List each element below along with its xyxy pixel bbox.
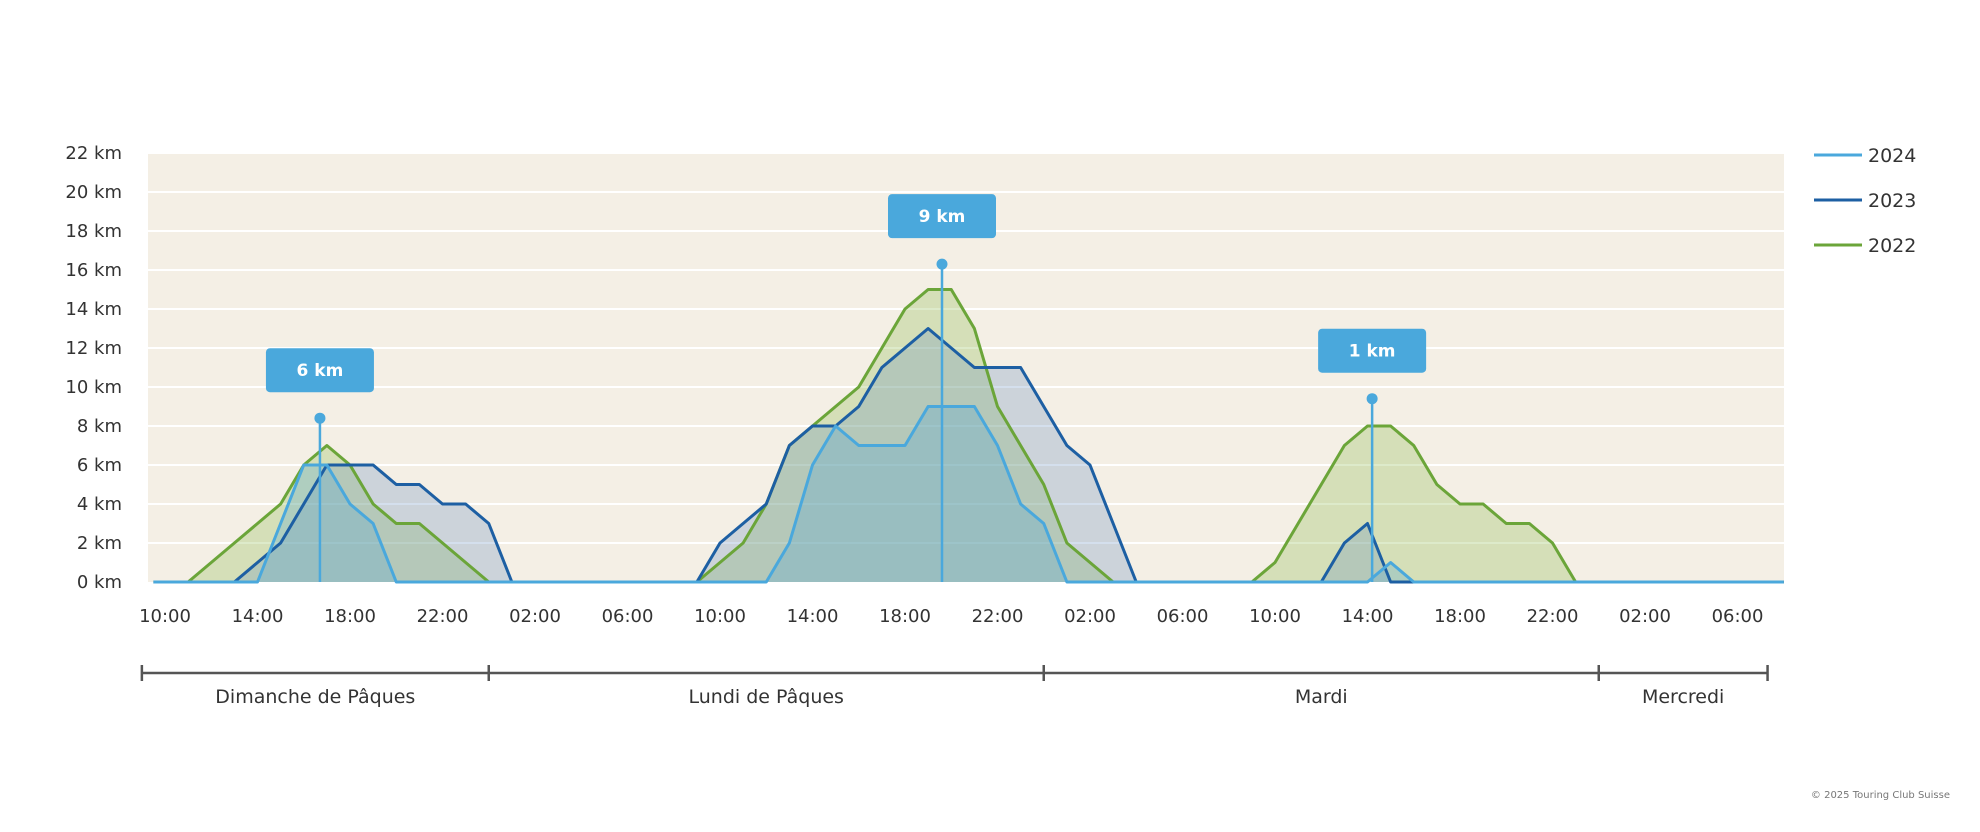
x-tick-label: 10:00 [1249, 606, 1301, 627]
annotation-label: 9 km [919, 207, 966, 227]
x-tick-label: 14:00 [1342, 606, 1394, 627]
x-tick-label: 22:00 [972, 606, 1024, 627]
y-tick-label: 22 km [65, 143, 122, 164]
x-tick-label: 10:00 [694, 606, 746, 627]
series-lines [153, 288, 1784, 584]
y-tick-label: 16 km [65, 260, 122, 281]
legend-label-2024: 2024 [1868, 145, 1916, 167]
y-axis-labels: 0 km 2 km 4 km 6 km 8 km 10 km 12 km 14 km 16 km… [65, 143, 122, 593]
x-tick-label: 22:00 [417, 606, 469, 627]
x-tick-label: 22:00 [1527, 606, 1579, 627]
y-tick-label: 10 km [65, 377, 122, 398]
x-tick-label: 06:00 [1712, 606, 1764, 627]
series-areas [153, 289, 1784, 582]
x-tick-label: 18:00 [879, 606, 931, 627]
y-tick-label: 20 km [65, 182, 122, 203]
x-tick-label: 14:00 [232, 606, 284, 627]
y-tick-label: 6 km [77, 455, 122, 476]
day-label: Mercredi [1642, 686, 1724, 708]
legend: 2024 2023 2022 [1814, 145, 1916, 257]
line-2022 [153, 288, 1784, 584]
day-label: Mardi [1295, 686, 1348, 708]
y-tick-label: 2 km [77, 533, 122, 554]
day-axis: Dimanche de Pâques Lundi de Pâques Mardi Me… [140, 665, 1769, 708]
x-tick-label: 06:00 [602, 606, 654, 627]
annotation-dot [314, 412, 326, 424]
x-tick-label: 02:00 [509, 606, 561, 627]
line-2024 [153, 405, 1784, 584]
copyright-text: © 2025 Touring Club Suisse [1811, 790, 1950, 801]
line-2023 [153, 327, 1784, 584]
x-tick-label: 10:00 [139, 606, 191, 627]
day-label: Dimanche de Pâques [215, 686, 415, 708]
x-tick-label: 02:00 [1619, 606, 1671, 627]
area-2023 [153, 328, 1784, 582]
legend-label-2022: 2022 [1868, 235, 1916, 257]
area-2024 [153, 406, 1784, 582]
x-tick-label: 14:00 [787, 606, 839, 627]
y-tick-label: 0 km [77, 572, 122, 593]
day-label: Lundi de Pâques [689, 686, 844, 708]
x-tick-label: 06:00 [1157, 606, 1209, 627]
area-2022 [153, 289, 1784, 582]
x-tick-label: 18:00 [1434, 606, 1486, 627]
y-tick-label: 12 km [65, 338, 122, 359]
peak-annotations: 6 km 9 km 1 km [265, 194, 1427, 582]
y-tick-label: 14 km [65, 299, 122, 320]
y-tick-label: 8 km [77, 416, 122, 437]
annotation-dot [936, 258, 948, 270]
annotation-box [1318, 328, 1427, 373]
x-tick-label: 02:00 [1064, 606, 1116, 627]
gridlines [148, 152, 1784, 544]
annotation-box [265, 348, 374, 393]
annotation-box [888, 194, 996, 239]
annotation-dot [1366, 393, 1378, 405]
annotation-label: 1 km [1349, 342, 1396, 362]
y-tick-label: 4 km [77, 494, 122, 515]
annotation-label: 6 km [297, 361, 344, 381]
x-tick-label: 18:00 [324, 606, 376, 627]
legend-label-2023: 2023 [1868, 190, 1916, 212]
x-axis-labels: 10:00 14:00 18:00 22:00 02:00 06:00 10:00 14:00… [139, 606, 1763, 627]
y-tick-label: 18 km [65, 221, 122, 242]
